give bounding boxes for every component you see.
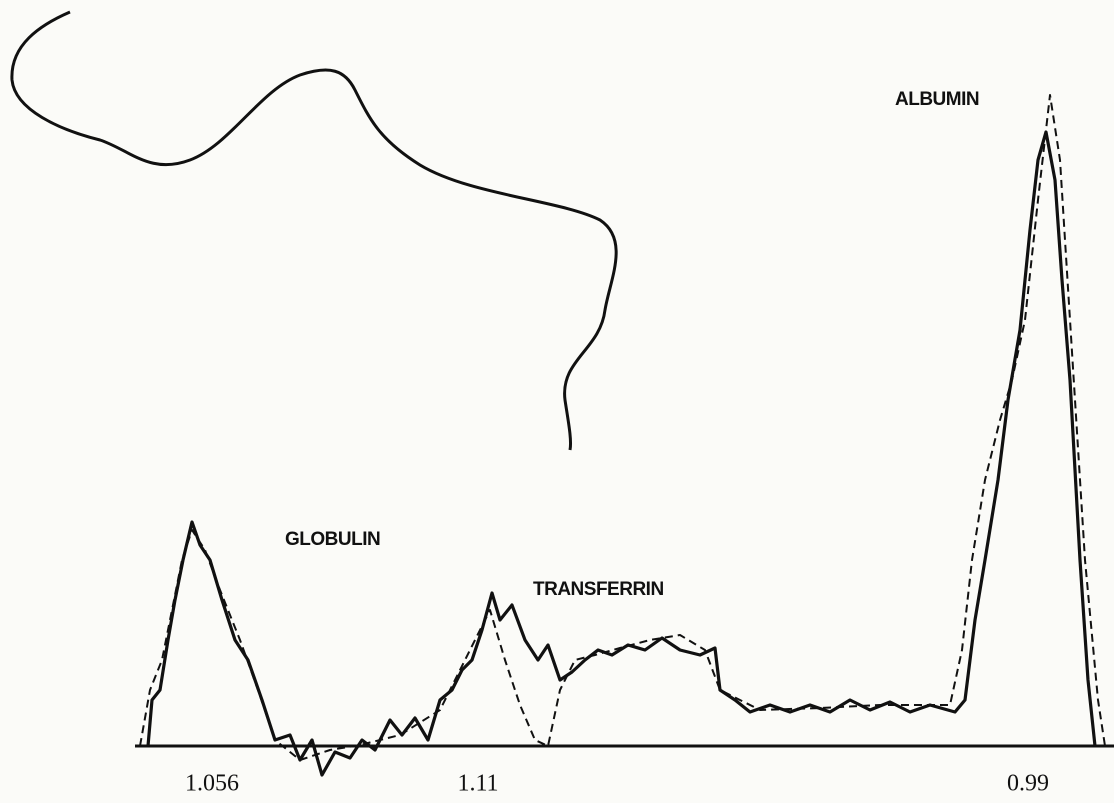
peak-label: ALBUMIN xyxy=(895,89,979,110)
peak-label: TRANSFERRIN xyxy=(533,579,664,600)
density-marker: 1.056 xyxy=(185,771,239,797)
peak-label: GLOBULIN xyxy=(285,529,380,550)
dashed-trace xyxy=(139,94,1106,761)
density-marker: 1.11 xyxy=(457,771,498,797)
density-marker: 0.99 xyxy=(1007,771,1049,797)
top-squiggle xyxy=(10,10,618,451)
